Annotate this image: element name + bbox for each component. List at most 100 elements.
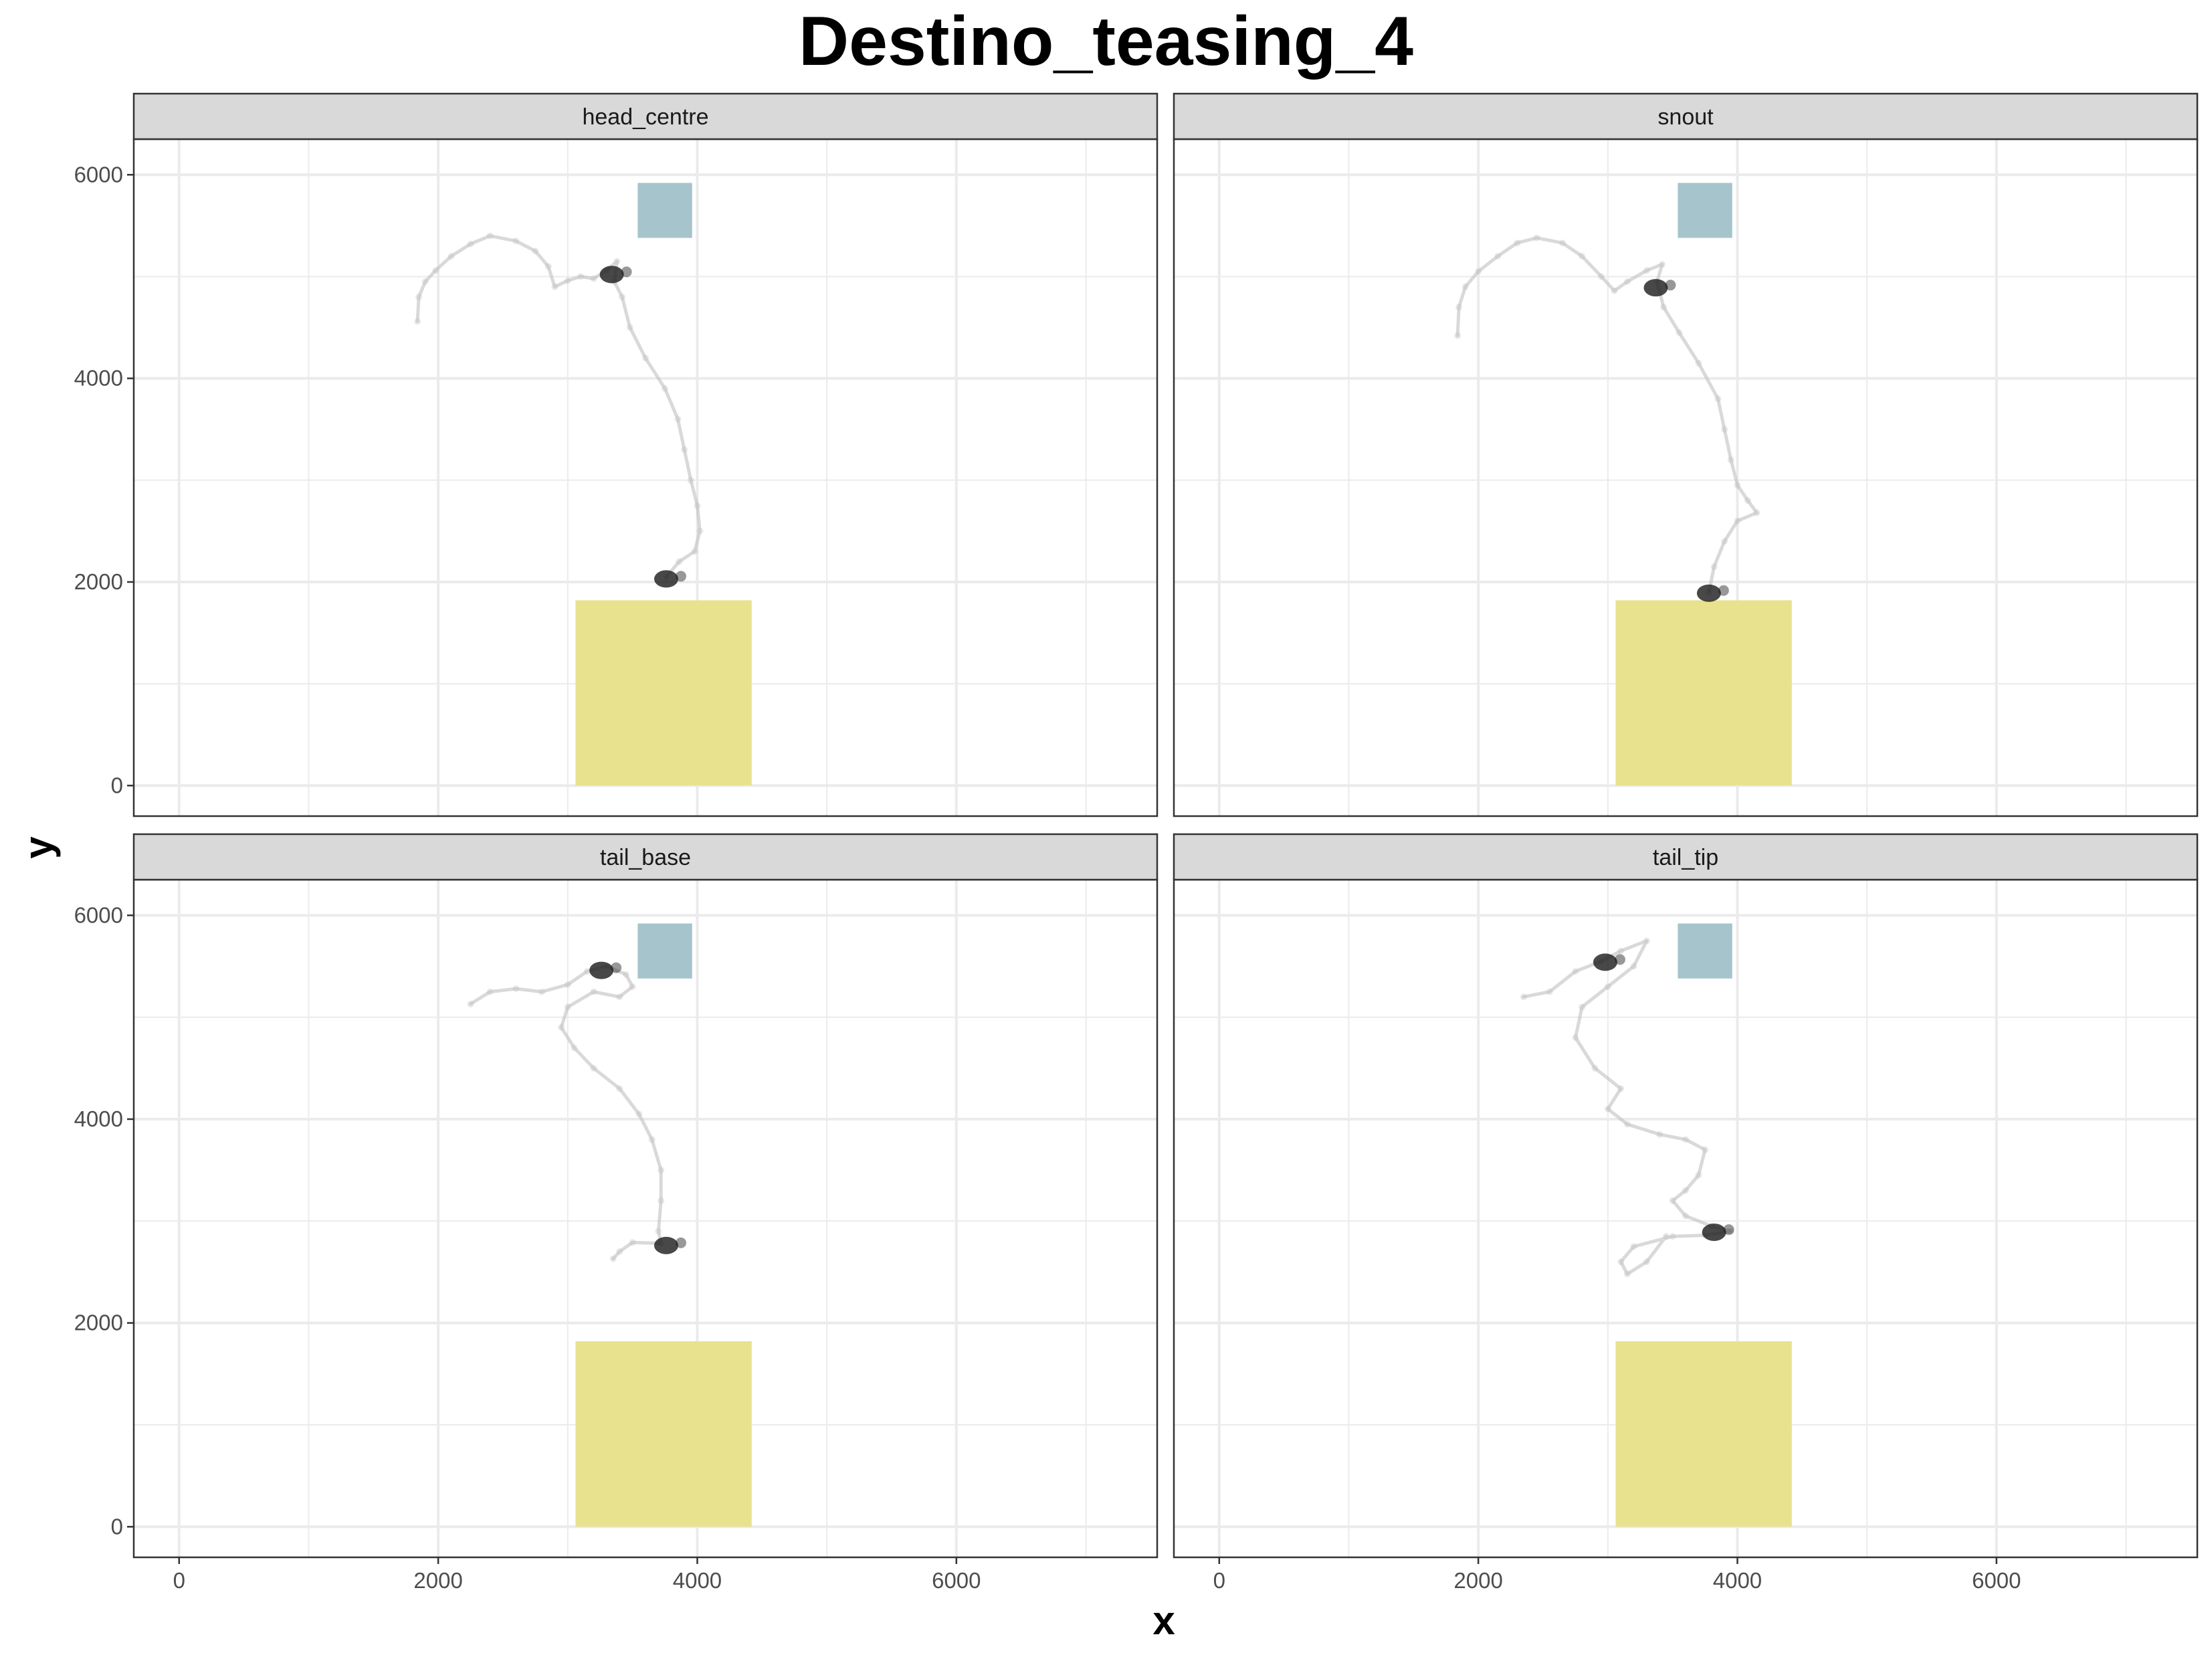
track-point <box>1579 1003 1586 1011</box>
track-point <box>1623 278 1631 286</box>
facet-strip <box>132 92 1159 140</box>
track-point <box>1727 456 1734 464</box>
track-point <box>1475 268 1482 275</box>
track-point <box>486 232 494 239</box>
y-tick-label: 4000 <box>74 366 123 391</box>
x-tick-label: 0 <box>173 1568 185 1593</box>
y-tick-label: 2000 <box>74 569 123 594</box>
track-point <box>512 237 520 245</box>
x-tick-label: 6000 <box>1972 1568 2021 1593</box>
track-point <box>1702 1146 1709 1153</box>
cluster-point <box>621 266 632 278</box>
track-point <box>694 502 701 509</box>
track-point <box>532 248 539 255</box>
cluster-point <box>1643 279 1668 297</box>
y-tick-label: 4000 <box>74 1106 123 1131</box>
track-point <box>1753 509 1761 516</box>
cluster-point <box>1665 280 1676 291</box>
track-point <box>691 548 698 555</box>
track-point <box>1714 395 1722 403</box>
track-point <box>1727 1228 1734 1235</box>
track-point <box>616 1085 623 1092</box>
x-tick-label: 4000 <box>673 1568 722 1593</box>
track-point <box>1591 1064 1599 1072</box>
zone-small <box>1678 183 1732 238</box>
track-point <box>1660 304 1668 311</box>
track-point <box>1514 239 1521 247</box>
track-point <box>1617 947 1625 955</box>
track-point <box>658 1197 665 1204</box>
y-tick-label: 6000 <box>74 902 123 927</box>
track-point <box>590 275 597 282</box>
track-point <box>577 273 585 280</box>
cluster-point <box>675 571 686 582</box>
track-point <box>626 324 633 331</box>
x-axis-title: x <box>1152 1598 1175 1643</box>
track-point <box>655 1228 662 1235</box>
track-point <box>590 1064 597 1072</box>
track-point <box>447 253 455 260</box>
track-point <box>590 988 597 995</box>
cluster-point <box>1696 584 1721 602</box>
cluster-point <box>675 1237 686 1248</box>
cluster-point <box>589 961 614 979</box>
zone-small <box>1678 923 1732 979</box>
facet-strip-label: head_centre <box>582 104 708 130</box>
track-point <box>674 415 682 423</box>
track-point <box>1604 983 1611 990</box>
track-point <box>1572 968 1579 975</box>
track-point <box>1598 273 1605 280</box>
track-point <box>1682 1212 1689 1219</box>
track-point <box>609 1255 617 1262</box>
track-point <box>1579 253 1586 260</box>
track-point <box>648 1136 656 1143</box>
track-point <box>1623 1120 1631 1128</box>
zone-large <box>575 600 752 786</box>
y-tick-label: 0 <box>111 1514 123 1539</box>
track-point <box>1623 1270 1631 1278</box>
track-point <box>415 293 423 300</box>
cluster-point <box>653 1236 678 1254</box>
track-point <box>622 971 629 978</box>
cluster-point <box>611 962 622 973</box>
chart-title: Destino_teasing_4 <box>799 3 1413 80</box>
track-point <box>687 476 694 484</box>
track-point <box>1721 425 1728 433</box>
track-point <box>564 277 571 284</box>
track-point <box>1643 267 1650 274</box>
y-tick-label: 2000 <box>74 1310 123 1335</box>
x-tick-label: 6000 <box>932 1568 981 1593</box>
track-point <box>676 558 683 565</box>
x-tick-label: 2000 <box>413 1568 462 1593</box>
facet-strip <box>1173 833 2199 881</box>
cluster-point <box>653 570 678 588</box>
track-line <box>1522 939 1733 1276</box>
y-tick-label: 6000 <box>74 162 123 187</box>
cluster-point <box>1718 585 1729 596</box>
track-point <box>1643 1258 1650 1266</box>
track-point <box>662 385 669 392</box>
track-point <box>1659 261 1666 268</box>
track-point <box>538 988 546 995</box>
x-tick-label: 4000 <box>1713 1568 1762 1593</box>
facet-strip-label: tail_tip <box>1653 845 1718 870</box>
track-point <box>619 293 626 300</box>
track-point <box>558 1023 565 1031</box>
track-point <box>564 981 571 988</box>
track-point <box>432 267 439 274</box>
track-point <box>1559 239 1567 247</box>
track-point <box>1617 1085 1625 1092</box>
track-point <box>1630 963 1637 970</box>
track-point <box>414 318 421 325</box>
track-point <box>613 258 621 265</box>
track-point <box>583 968 591 975</box>
track-point <box>544 263 552 270</box>
track-point <box>1710 563 1718 571</box>
track-point <box>467 240 474 248</box>
track-point <box>1682 1187 1689 1194</box>
track-point <box>1695 1171 1702 1179</box>
track-point <box>1734 517 1741 524</box>
track-point <box>571 1044 578 1052</box>
track-point <box>1604 1105 1611 1112</box>
track-point <box>1682 1136 1689 1143</box>
